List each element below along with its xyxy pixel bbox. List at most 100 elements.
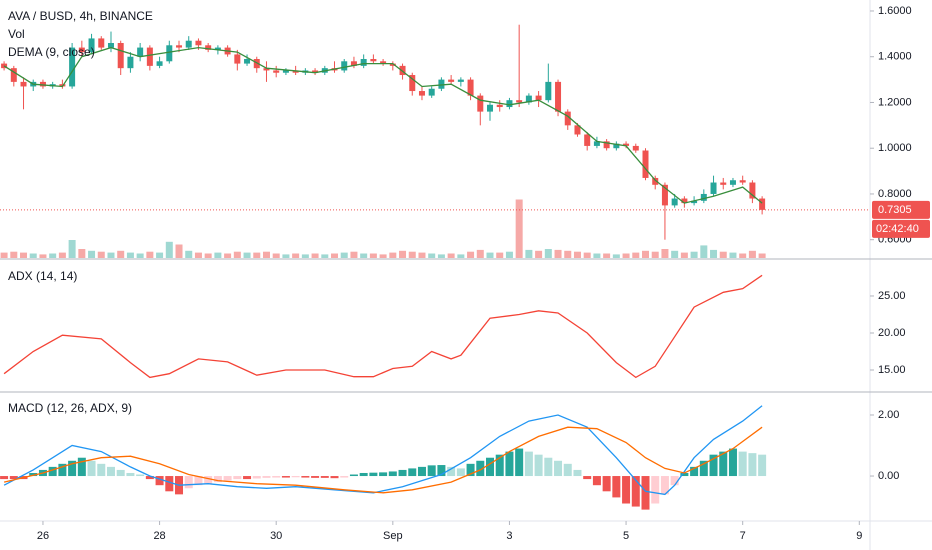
volume-bar — [107, 252, 115, 258]
volume-bar — [233, 251, 241, 258]
volume-bar — [272, 253, 280, 258]
histogram-bar — [690, 466, 699, 477]
volume-bar — [593, 253, 601, 258]
histogram-bar — [311, 476, 320, 478]
volume-bar — [10, 251, 18, 258]
volume-bar — [496, 252, 504, 258]
volume-bar — [262, 251, 270, 258]
histogram-bar — [243, 476, 252, 480]
y-tick-label: 0.00 — [878, 470, 899, 482]
candle-body — [273, 70, 280, 73]
histogram-bar — [126, 472, 135, 477]
candle-body — [729, 180, 736, 185]
candle-body — [457, 79, 464, 82]
histogram-bar — [641, 476, 650, 510]
candle-body — [292, 70, 299, 73]
volume-bar — [194, 252, 202, 258]
candle-body — [176, 45, 183, 48]
histogram-bar — [29, 472, 38, 477]
x-tick-label: Sep — [383, 530, 403, 542]
histogram-bar — [301, 476, 310, 478]
marks: 0.60000.80001.00001.20001.40001.60000.73… — [0, 5, 930, 542]
candle-body — [516, 100, 523, 103]
histogram-bar — [427, 465, 436, 477]
volume-bar — [544, 249, 552, 258]
volume-bar — [642, 250, 650, 258]
histogram-bar — [719, 451, 728, 477]
candle-body — [428, 88, 435, 96]
candle-body — [603, 141, 610, 149]
candle-body — [613, 143, 620, 149]
histogram-bar — [758, 454, 767, 477]
histogram-bar — [534, 454, 543, 477]
histogram-bar — [0, 476, 9, 480]
volume-bar — [78, 249, 86, 258]
histogram-bar — [748, 453, 757, 477]
histogram-bar — [233, 476, 242, 480]
candle-body — [661, 184, 668, 206]
histogram-bar — [9, 476, 18, 480]
histogram-bar — [349, 474, 358, 477]
candle-body — [146, 47, 153, 66]
candle-body — [749, 182, 756, 199]
candle-body — [681, 198, 688, 204]
volume-bar — [690, 251, 698, 258]
candle-body — [584, 134, 591, 146]
volume-bar — [428, 253, 436, 258]
candle-body — [671, 198, 678, 206]
volume-bar — [505, 251, 513, 258]
volume-bar — [651, 251, 659, 258]
candle-body — [20, 81, 27, 87]
candle-body — [506, 100, 513, 108]
volume-bar — [719, 251, 727, 258]
candle-body — [214, 47, 221, 50]
candle-body — [409, 75, 416, 92]
chart-title: AVA / BUSD, 4h, BINANCE — [8, 9, 153, 23]
volume-bar — [185, 250, 193, 258]
volume-bar — [748, 250, 756, 258]
candle-body — [98, 38, 105, 48]
volume-bar — [58, 252, 66, 258]
candle-body — [477, 95, 484, 112]
countdown-box — [872, 219, 930, 238]
x-tick-label: 5 — [623, 530, 629, 542]
candle-body — [107, 43, 114, 48]
x-tick-label: 28 — [153, 530, 165, 542]
candle-body — [700, 193, 707, 201]
volume-bar — [554, 249, 562, 258]
histogram-bar — [554, 460, 563, 477]
x-tick-label: 30 — [270, 530, 282, 542]
volume-bar — [700, 245, 708, 258]
volume-bar — [535, 250, 543, 258]
volume-bar — [340, 252, 348, 258]
candle-body — [137, 47, 144, 57]
volume-bar — [573, 251, 581, 258]
histogram-bar — [631, 476, 640, 507]
candle-body — [234, 54, 241, 64]
candle-body — [117, 43, 124, 69]
histogram-bar — [602, 476, 611, 492]
candle-body — [78, 47, 85, 53]
candle-body — [39, 81, 46, 87]
volume-bar — [311, 253, 319, 258]
x-tick-label: 3 — [506, 530, 512, 542]
volume-bar — [20, 252, 28, 258]
histogram-bar — [116, 469, 125, 477]
volume-bar — [583, 252, 591, 258]
candle-body — [166, 45, 173, 62]
histogram-bar — [281, 476, 290, 478]
volume-bar — [156, 252, 164, 258]
macd-line — [3, 405, 763, 496]
volume-bar — [710, 249, 718, 258]
histogram-bar — [58, 463, 67, 477]
x-tick-label: 7 — [740, 530, 746, 542]
histogram-bar — [87, 460, 96, 477]
volume-bar — [292, 253, 300, 258]
histogram-bar — [728, 448, 737, 477]
y-tick-label: 15.00 — [878, 364, 906, 376]
volume-bar — [243, 252, 251, 258]
y-tick-label: 1.0000 — [878, 142, 912, 154]
adx-title: ADX (14, 14) — [8, 269, 77, 283]
candle-body — [263, 68, 270, 71]
